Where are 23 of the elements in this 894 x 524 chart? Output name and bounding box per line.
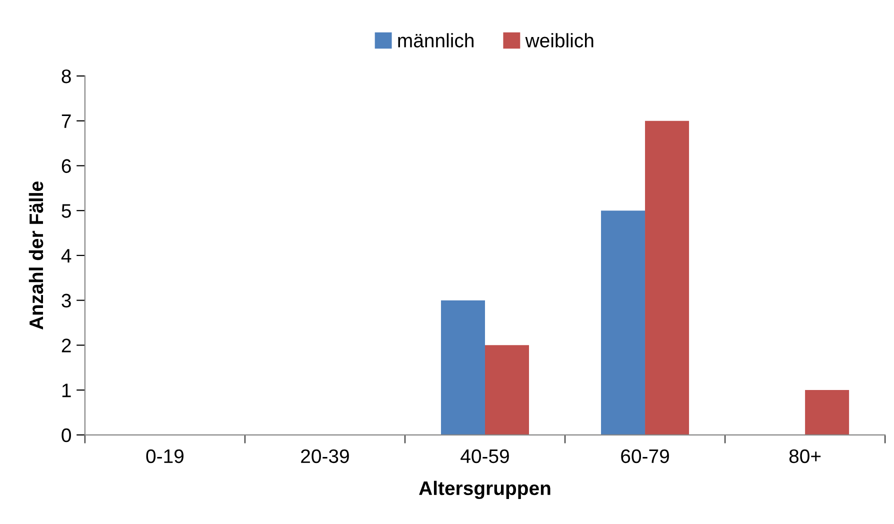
y-tick-label: 1 (62, 384, 71, 398)
y-tick-label: 0 (62, 428, 71, 442)
x-tick-label: 80+ (789, 449, 821, 464)
y-tick-label: 8 (62, 69, 71, 84)
x-tick-label: 60-79 (621, 449, 669, 464)
x-tick-label: 20-39 (301, 449, 349, 464)
y-tick-label: 2 (62, 338, 71, 352)
y-tick-label: 7 (62, 114, 71, 128)
y-tick-label: 4 (61, 249, 72, 262)
legend-label: weiblich (525, 33, 594, 48)
legend-label: männlich (398, 33, 474, 48)
y-tick-label: 5 (62, 204, 71, 218)
bar (484, 345, 529, 435)
bar (645, 120, 690, 435)
bar (440, 300, 485, 435)
bar (805, 390, 850, 435)
x-tick-label: 0-19 (146, 449, 184, 464)
y-axis-title: Anzahl der Fälle (28, 182, 44, 330)
x-axis-title: Altersgruppen (419, 480, 550, 500)
bar (601, 210, 646, 435)
x-tick-label: 40-59 (460, 449, 509, 464)
y-tick-label: 3 (62, 294, 71, 308)
y-tick-label: 6 (62, 159, 71, 173)
